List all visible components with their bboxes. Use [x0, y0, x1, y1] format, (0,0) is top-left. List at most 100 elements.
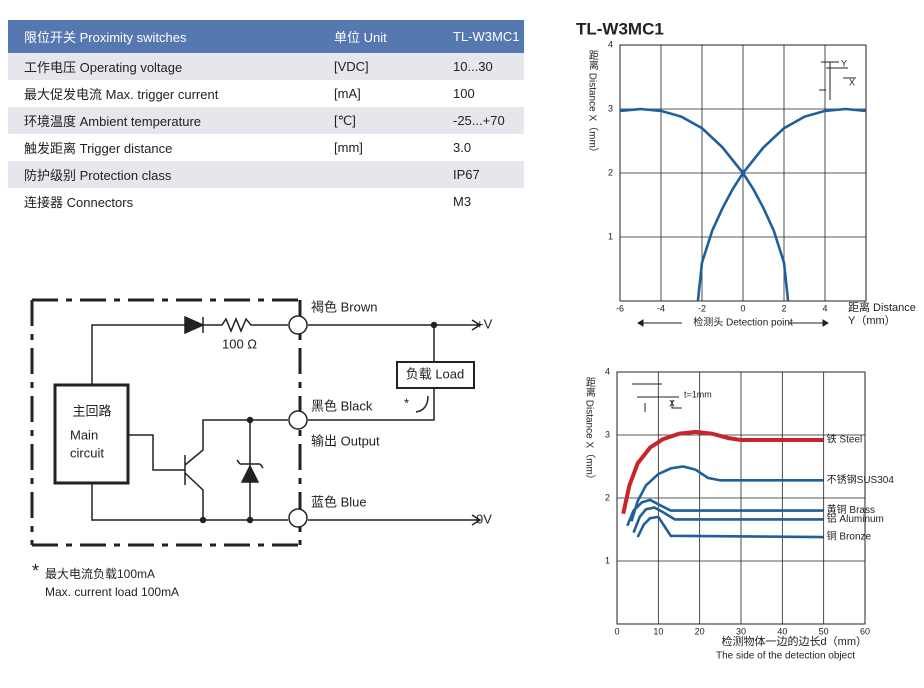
x-axis-label: 距离 Distance	[848, 300, 916, 314]
inset-label: X	[669, 398, 675, 408]
main-circuit-box	[53, 383, 130, 485]
y-tick-label: 4	[605, 366, 610, 376]
cell: 连接器 Connectors	[8, 188, 318, 215]
series-line	[696, 107, 867, 302]
cell: IP67	[437, 161, 524, 188]
y-tick-label: 1	[608, 231, 613, 241]
row: 工作电压 Operating voltage [VDC] 10...30	[8, 53, 524, 80]
series-label: 铁 Steel	[827, 433, 863, 446]
node	[246, 516, 254, 524]
label: 负载 Load	[406, 366, 465, 381]
circuit	[30, 298, 482, 547]
sensor-box	[30, 298, 302, 547]
zener	[236, 459, 264, 483]
cell: [VDC]	[318, 53, 437, 80]
x-tick-label: 2	[781, 303, 786, 313]
terminal	[288, 508, 308, 528]
y-tick-label: 1	[605, 555, 610, 565]
inset-label: X	[849, 77, 855, 87]
terminal	[288, 410, 308, 430]
label: 0V	[476, 511, 492, 526]
label: *	[404, 395, 409, 410]
arrowheads	[471, 319, 482, 526]
cell: 防护级别 Protection class	[8, 161, 318, 188]
x-tick-label: -6	[616, 303, 624, 313]
cell: 触发距离 Trigger distance	[8, 134, 318, 161]
inset-label: Y	[841, 58, 847, 68]
x-tick-label: 10	[653, 626, 663, 636]
cell: 100	[437, 80, 524, 107]
header-cell: 限位开关 Proximity switches	[8, 20, 318, 53]
y-tick-label: 4	[608, 39, 613, 49]
x-axis-label: 检测物体一边的边长d（mm）	[722, 634, 867, 648]
y-tick-label: 2	[605, 492, 610, 502]
node	[246, 416, 254, 424]
label: 蓝色 Blue	[311, 494, 367, 509]
label: 100 Ω	[222, 336, 257, 351]
series-line	[621, 429, 824, 515]
y-axis-label: 距离 Distance X（mm）	[583, 377, 595, 485]
row: 最大促发电流 Max. trigger current [mA] 100	[8, 80, 524, 107]
chart-title: TL-W3MC1	[576, 19, 664, 38]
x-tick-label: 60	[860, 626, 870, 636]
inset	[632, 383, 682, 412]
note: *	[32, 561, 39, 581]
circuit-labels: 褐色 Brown +V 100 Ω 负载 Load 黑色 Black * 输出 …	[32, 299, 493, 599]
spec-table: 限位开关 Proximity switches 单位 Unit TL-W3MC1…	[8, 20, 524, 215]
y-tick-label: 3	[608, 103, 613, 113]
inset-label: t=1mm	[684, 389, 712, 399]
series-line	[632, 506, 824, 534]
x-tick-label: 4	[822, 303, 827, 313]
load-box	[396, 361, 475, 389]
series-line	[619, 107, 790, 302]
label: circuit	[70, 445, 104, 460]
x-tick-label: 30	[736, 626, 746, 636]
note: Max. current load 100mA	[45, 585, 179, 599]
current-arrow	[415, 395, 429, 413]
row: 防护级别 Protection class IP67	[8, 161, 524, 188]
x-tick-label: -4	[657, 303, 665, 313]
inset	[819, 61, 856, 100]
cell: 最大促发电流 Max. trigger current	[8, 80, 318, 107]
wires	[91, 317, 480, 521]
cell: [℃]	[318, 107, 437, 134]
header-cell: 单位 Unit	[318, 20, 437, 53]
cell: 工作电压 Operating voltage	[8, 53, 318, 80]
x-tick-label: 20	[695, 626, 705, 636]
header-cell: TL-W3MC1	[437, 20, 524, 53]
header-row: 限位开关 Proximity switches 单位 Unit TL-W3MC1	[8, 20, 524, 53]
row: 环境温度 Ambient temperature [℃] -25...+70	[8, 107, 524, 134]
y-axis-label: 距离 Distance X（mm）	[586, 50, 598, 158]
terminal	[288, 315, 308, 335]
cell: -25...+70	[437, 107, 524, 134]
diode	[184, 315, 205, 335]
x-axis-label: Y（mm）	[848, 314, 896, 327]
label: +V	[476, 316, 493, 331]
cell: M3	[437, 188, 524, 215]
cell: [mA]	[318, 80, 437, 107]
label: 褐色 Brown	[311, 299, 377, 314]
x-tick-label: 0	[614, 626, 619, 636]
x-axis-label: The side of the detection object	[716, 651, 855, 662]
cell	[318, 188, 437, 215]
note: 最大电流负载100mA	[45, 567, 155, 581]
x-tick-label: 40	[777, 626, 787, 636]
annotation: 检测头 Detection point	[693, 316, 793, 329]
series-label: 铝 Aluminum	[827, 513, 884, 525]
label: Main	[70, 427, 98, 442]
row: 连接器 Connectors M3	[8, 188, 524, 215]
label: 黑色 Black	[311, 398, 373, 413]
x-tick-label: 50	[819, 626, 829, 636]
series-line	[630, 465, 824, 522]
y-tick-label: 2	[608, 167, 613, 177]
annotation-arrow	[637, 319, 829, 327]
series-line	[626, 498, 824, 527]
row: 触发距离 Trigger distance [mm] 3.0	[8, 134, 524, 161]
series-line	[636, 515, 824, 539]
label: 主回路	[72, 403, 111, 418]
series-label: 不锈钢SUS304	[827, 473, 895, 486]
x-tick-label: -2	[698, 303, 706, 313]
node	[199, 516, 207, 524]
